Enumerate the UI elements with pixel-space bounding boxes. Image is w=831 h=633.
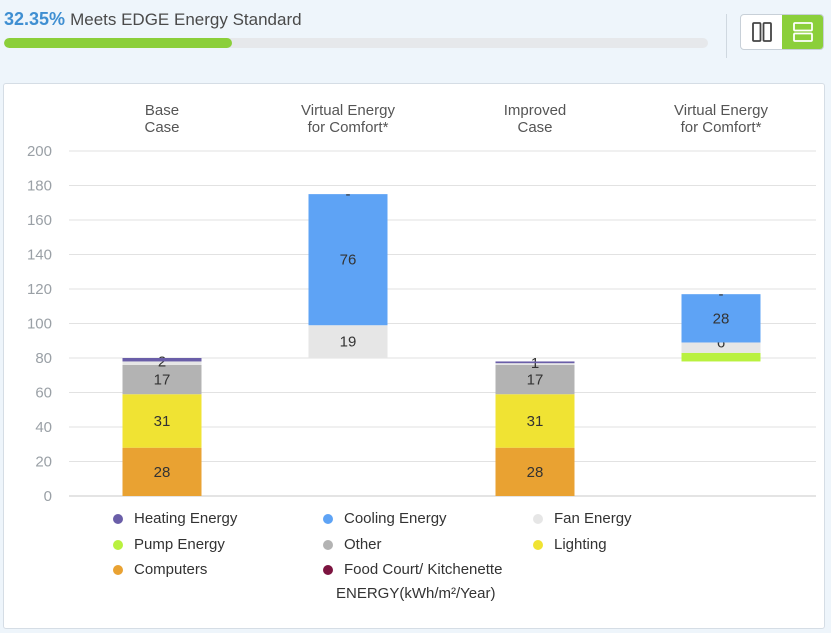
y-tick-label: 200: [27, 143, 52, 160]
legend-color-dot: [113, 539, 123, 550]
legend-item[interactable]: Computers: [113, 561, 207, 578]
y-tick-label: 0: [44, 488, 52, 505]
legend-item[interactable]: Fan Energy: [533, 510, 632, 527]
savings-progress-bar: [4, 38, 708, 48]
bar-segment: [122, 394, 202, 448]
y-tick-label: 100: [27, 316, 52, 333]
legend-color-dot: [533, 513, 543, 524]
legend-item[interactable]: Heating Energy: [113, 510, 237, 527]
legend-label: Fan Energy: [554, 510, 632, 527]
legend-label: Heating Energy: [134, 510, 238, 527]
bar-segment: [495, 447, 575, 496]
bar-segment: [122, 447, 202, 496]
bar-segment-label: 76: [340, 252, 357, 269]
bar-segment-label: 17: [527, 372, 544, 389]
legend-color-dot: [323, 564, 333, 575]
energy-savings-summary: 32.35% Meets EDGE Energy Standard: [4, 8, 302, 31]
column-header-line1: Virtual Energy: [301, 102, 395, 119]
bar-segment: [681, 342, 761, 353]
legend-color-dot: [113, 513, 123, 524]
energy-chart-card: 0 20 40 60 80 100 120 140 160 180 200 Base Case Virtu…: [3, 83, 825, 629]
y-tick-label: 160: [27, 212, 52, 229]
y-tick-label: 20: [35, 454, 52, 471]
bar-segment-label: 6: [717, 334, 725, 351]
rows-view-icon: [792, 22, 813, 42]
rows-view-button[interactable]: [782, 15, 823, 49]
legend-label: Food Court/ Kitchenette: [344, 561, 503, 578]
column-header-line2: for Comfort*: [308, 119, 389, 136]
column-header-line2: for Comfort*: [681, 119, 762, 136]
bar-segment: [122, 358, 202, 362]
column-header-line1: Virtual Energy: [674, 102, 768, 119]
bar-segment-label: 28: [713, 310, 730, 327]
y-tick-label: 140: [27, 247, 52, 264]
bar-segment: [681, 352, 761, 362]
view-toggle: [740, 14, 824, 50]
column-header-line1: Base: [145, 102, 179, 119]
y-tick-label: 180: [27, 178, 52, 195]
y-tick-label: 40: [35, 419, 52, 436]
savings-progress-fill: [4, 38, 232, 48]
bar-segment-label: 28: [527, 464, 544, 481]
bar-segment: [495, 361, 575, 364]
bar-segment: [122, 361, 202, 365]
columns-view-icon: [751, 22, 772, 42]
bar-segment: [122, 364, 202, 395]
energy-stacked-bar-chart: 020406080100120140160180200BaseCaseVirtu…: [27, 102, 816, 505]
bar-segment-label: 28: [154, 464, 171, 481]
bar-segment-label: -: [719, 286, 724, 303]
legend-color-dot: [323, 513, 333, 524]
column-header-line1: Improved: [504, 102, 567, 119]
bar-segment: [308, 194, 388, 326]
y-tick-label: 80: [35, 350, 52, 367]
bar-segment: [495, 364, 575, 395]
legend-item[interactable]: Other: [323, 536, 382, 553]
standard-status-text: Meets EDGE Energy Standard: [70, 10, 302, 29]
y-tick-label: 120: [27, 281, 52, 298]
legend-color-dot: [533, 539, 543, 550]
bar-segment: [681, 294, 761, 343]
legend-item[interactable]: Cooling Energy: [323, 510, 447, 527]
legend-item[interactable]: Pump Energy: [113, 536, 225, 553]
savings-percent: 32.35%: [4, 9, 66, 29]
legend-label: Pump Energy: [134, 536, 225, 553]
legend-label: Lighting: [554, 536, 607, 553]
legend-item[interactable]: Lighting: [533, 536, 607, 553]
energy-unit-label: ENERGY(kWh/m²/Year): [336, 585, 496, 602]
column-header-line2: Case: [144, 119, 179, 136]
bar-segment-label: 1: [531, 355, 539, 372]
legend-label: Cooling Energy: [344, 510, 447, 527]
legend-label: Other: [344, 536, 382, 553]
bar-segment: [495, 363, 575, 365]
bar-segment-label: 17: [154, 372, 171, 389]
bar-segment-label: 31: [154, 413, 171, 430]
bar-segment-label: 31: [527, 413, 544, 430]
columns-view-button[interactable]: [741, 15, 782, 49]
bar-segment-label: -: [346, 186, 351, 203]
column-header-line2: Case: [517, 119, 552, 136]
legend-color-dot: [113, 564, 123, 575]
header-bar: 32.35% Meets EDGE Energy Standard: [0, 0, 831, 70]
legend-label: Computers: [134, 561, 208, 578]
header-divider: [726, 14, 727, 58]
bar-segment-label: 2: [158, 353, 166, 370]
bar-segment: [495, 394, 575, 448]
y-tick-label: 60: [35, 385, 52, 402]
bar-segment-label: 19: [340, 334, 357, 351]
bar-segment: [308, 325, 388, 358]
legend-color-dot: [323, 539, 333, 550]
legend-item[interactable]: Food Court/ Kitchenette: [323, 561, 502, 578]
